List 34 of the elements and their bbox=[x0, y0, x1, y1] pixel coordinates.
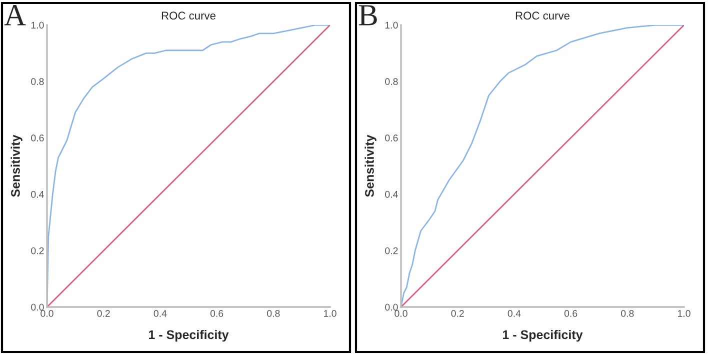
chart-title: ROC curve bbox=[162, 12, 216, 20]
line-series bbox=[47, 25, 330, 307]
x-tick-label: 0.2 bbox=[97, 310, 110, 317]
x-axis-title: 1 - Specificity bbox=[149, 330, 229, 342]
x-axis-title: 1 - Specificity bbox=[503, 330, 583, 342]
x-tick-label: 0.4 bbox=[154, 310, 167, 317]
x-tick-label: 0.2 bbox=[451, 310, 464, 317]
x-tick-label: 1.0 bbox=[678, 310, 690, 317]
y-axis-title: Sensitivity bbox=[10, 134, 22, 197]
y-axis-title: Sensitivity bbox=[364, 134, 376, 197]
x-tick-label: 0.4 bbox=[508, 310, 521, 317]
y-tick-label: 0.6 bbox=[385, 134, 398, 142]
text: B bbox=[358, 5, 377, 26]
x-tick-label: 1.0 bbox=[324, 310, 336, 317]
text: A bbox=[4, 5, 26, 26]
x-tick-label: 0.0 bbox=[394, 310, 408, 317]
y-tick-label: 0.4 bbox=[31, 190, 44, 198]
x-tick-label: 0.6 bbox=[210, 310, 224, 317]
y-tick-label: 0.2 bbox=[385, 247, 398, 254]
x-tick-label: 0.0 bbox=[40, 310, 54, 317]
y-tick-label: 1.0 bbox=[31, 22, 44, 29]
x-tick-label: 0.8 bbox=[267, 310, 280, 317]
y-tick-label: 0.0 bbox=[385, 304, 398, 311]
y-tick-label: 0.4 bbox=[385, 190, 398, 198]
y-tick-label: 0.8 bbox=[385, 78, 398, 86]
y-tick-label: 0.0 bbox=[31, 304, 44, 311]
x-tick-label: 0.6 bbox=[564, 310, 578, 317]
y-tick-label: 0.8 bbox=[31, 78, 44, 86]
chart-title: ROC curve bbox=[516, 12, 570, 20]
y-tick-label: 0.6 bbox=[31, 134, 44, 142]
y-tick-label: 1.0 bbox=[385, 22, 398, 29]
line-series bbox=[401, 25, 684, 307]
y-tick-label: 0.2 bbox=[31, 247, 44, 254]
x-tick-label: 0.8 bbox=[621, 310, 634, 317]
